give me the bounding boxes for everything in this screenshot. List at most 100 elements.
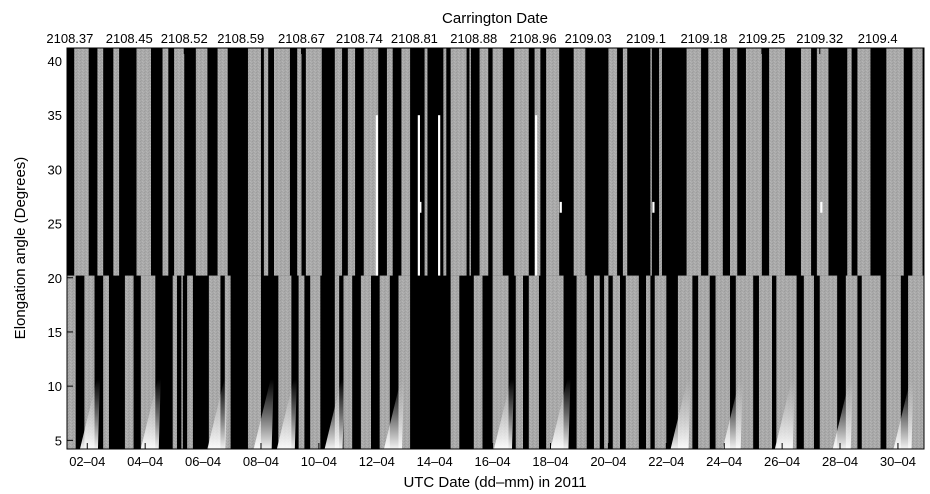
- lower-gray-column: [224, 275, 231, 449]
- x-tick-label: 08–04: [243, 454, 279, 469]
- lower-gray-column: [515, 275, 524, 449]
- upper-gray-column: [195, 48, 208, 276]
- upper-gray-column: [174, 48, 185, 276]
- x-tick-label: 26–04: [764, 454, 800, 469]
- plot-frame: [66, 47, 925, 450]
- bright-streak: [832, 379, 853, 449]
- white-marker: [417, 115, 420, 276]
- carrington-tick-label: 2109.03: [565, 31, 612, 46]
- lower-gray-column: [528, 275, 539, 449]
- y-tick-label: 15: [48, 325, 62, 340]
- upper-gray-column: [401, 48, 411, 276]
- upper-gray-column: [305, 48, 322, 276]
- lower-gray-column: [576, 275, 587, 449]
- upper-gray-column: [363, 48, 379, 276]
- lower-gray-column: [247, 275, 261, 449]
- y-tick-label: 20: [48, 271, 62, 286]
- x-tick-label: 14–04: [417, 454, 453, 469]
- lower-gray-column: [715, 275, 731, 449]
- bright-streak: [140, 379, 161, 449]
- x-tick-label: 20–04: [590, 454, 626, 469]
- x-tick-label: 04–04: [127, 454, 163, 469]
- upper-gray-column: [886, 48, 904, 276]
- lower-gray-column: [187, 275, 193, 449]
- bright-streak: [207, 379, 228, 449]
- bright-streak: [253, 379, 274, 449]
- upper-gray-column: [74, 48, 89, 276]
- x-tick-label: 30–04: [880, 454, 916, 469]
- upper-gray-column: [424, 48, 428, 276]
- lower-gray-column: [612, 275, 620, 449]
- upper-gray-column: [450, 48, 467, 276]
- bright-streak: [493, 379, 514, 449]
- lower-gray-column: [67, 275, 76, 449]
- upper-gray-column: [847, 48, 852, 276]
- x-tick-label: 12–04: [359, 454, 395, 469]
- lower-gray-column: [343, 275, 353, 449]
- lower-gray-column: [654, 275, 667, 449]
- lower-gray-column: [310, 275, 321, 449]
- upper-gray-column: [217, 48, 228, 276]
- upper-gray-column: [745, 48, 762, 276]
- carrington-tick-label: 2108.88: [450, 31, 497, 46]
- upper-gray-column: [113, 48, 120, 276]
- bright-streak: [383, 379, 404, 449]
- lower-gray-column: [886, 275, 901, 449]
- lower-gray-column: [398, 275, 411, 449]
- bright-streak: [79, 379, 100, 449]
- lower-gray-column: [360, 275, 372, 449]
- upper-gray-column: [514, 48, 529, 276]
- carrington-tick-label: 2109.4: [858, 31, 898, 46]
- lower-gray-column: [473, 275, 483, 449]
- upper-elongation-band: [74, 48, 923, 276]
- x-axis-title: UTC Date (dd–mm) in 2011: [403, 474, 586, 491]
- lower-gray-column: [845, 275, 858, 449]
- upper-gray-column: [443, 48, 447, 276]
- upper-gray-column: [708, 48, 723, 276]
- carrington-tick-label: 2108.59: [217, 31, 264, 46]
- carrington-tick-label: 2108.81: [391, 31, 438, 46]
- white-marker: [438, 115, 441, 276]
- lower-gray-column: [861, 275, 881, 449]
- white-marker: [652, 201, 655, 213]
- bright-streak: [893, 379, 914, 449]
- carrington-tick-label: 2109.1: [626, 31, 666, 46]
- carrington-tick-label: 2108.96: [510, 31, 557, 46]
- lower-gray-column: [450, 275, 460, 449]
- upper-gray-column: [686, 48, 702, 276]
- bright-streak: [722, 379, 743, 449]
- carrington-tick-label: 2108.52: [161, 31, 208, 46]
- upper-gray-column: [650, 48, 652, 276]
- upper-gray-column: [622, 48, 628, 276]
- carrington-axis: 2108.37 2108.45 2108.52 2108.59 2108.67 2108.…: [46, 31, 898, 54]
- carrington-tick-label: 2108.37: [46, 31, 93, 46]
- upper-gray-column: [136, 48, 151, 276]
- upper-gray-column: [857, 48, 871, 276]
- upper-gray-column: [573, 48, 586, 276]
- upper-gray-column: [97, 48, 104, 276]
- white-marker: [375, 115, 378, 276]
- upper-gray-column: [297, 48, 302, 276]
- lower-gray-column: [124, 275, 134, 449]
- lower-elongation-band: [67, 275, 924, 449]
- lower-gray-column: [208, 275, 221, 449]
- top-axis-title: Carrington Date: [442, 10, 548, 27]
- lower-gray-column: [379, 275, 390, 449]
- y-axis-title: Elongation angle (Degrees): [12, 157, 29, 340]
- x-tick-label: 24–04: [706, 454, 742, 469]
- white-markers: [375, 115, 823, 276]
- y-axis: 5 10 15 20 25 30 35 40: [48, 54, 73, 448]
- lower-gray-column: [334, 275, 340, 449]
- lower-gray-column: [698, 275, 710, 449]
- lower-gray-column: [84, 275, 95, 449]
- bright-streak: [324, 379, 345, 449]
- x-tick-label: 22–04: [648, 454, 684, 469]
- y-tick-label: 25: [48, 217, 62, 232]
- upper-gray-column: [469, 48, 471, 276]
- x-tick-label: 28–04: [822, 454, 858, 469]
- lower-gray-column: [803, 275, 814, 449]
- white-marker: [535, 115, 538, 276]
- lower-gray-column: [546, 275, 564, 449]
- upper-gray-column: [492, 48, 503, 276]
